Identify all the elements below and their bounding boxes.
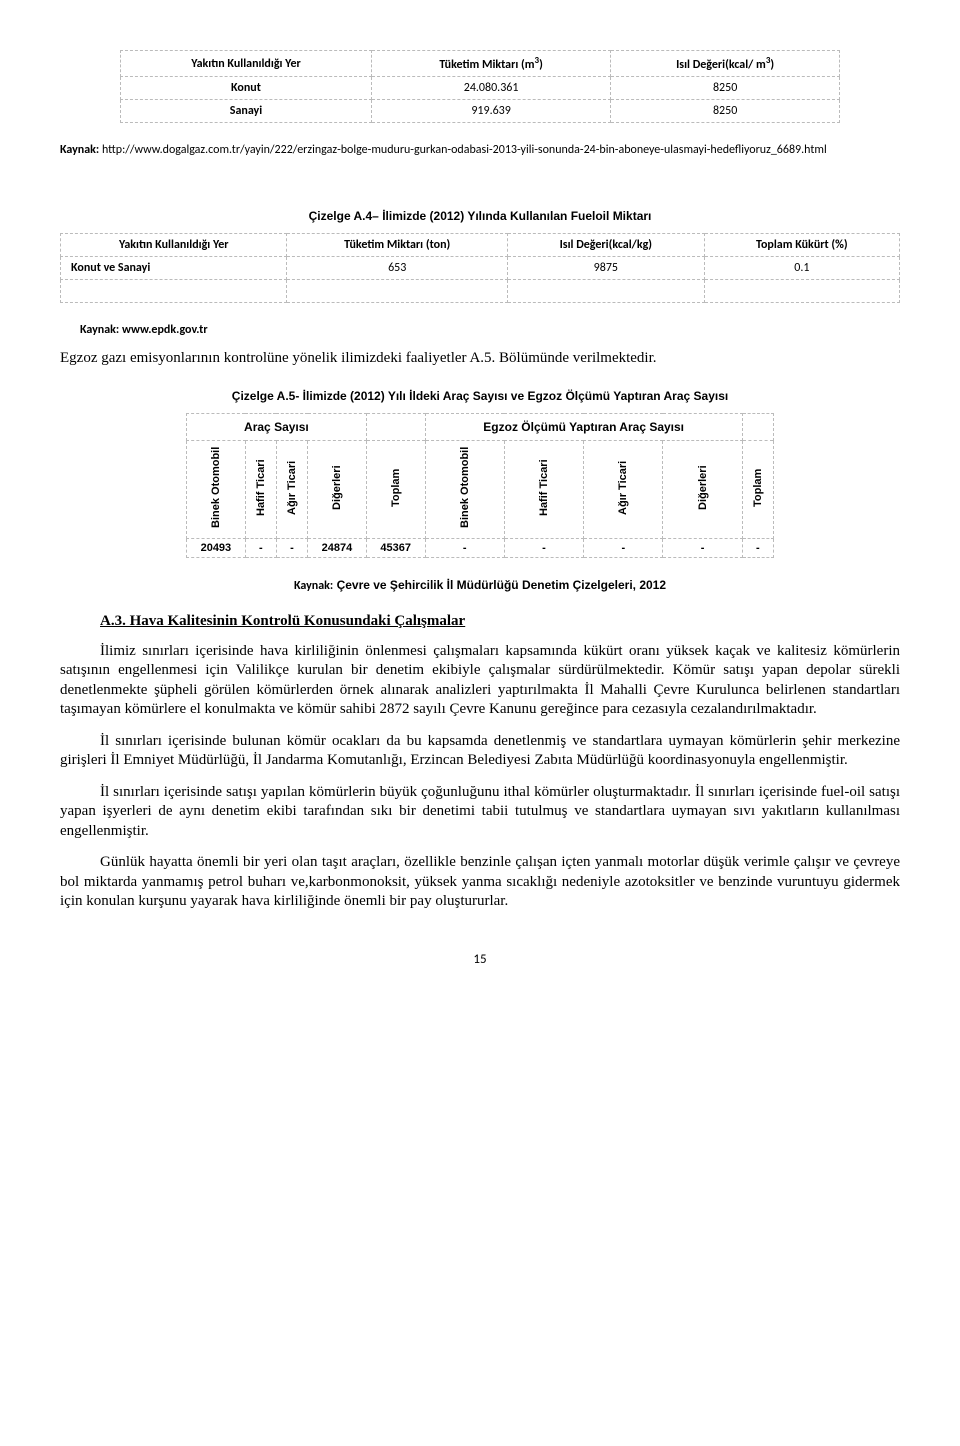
col-header: Ağır Ticari xyxy=(276,440,307,538)
col-header: Hafif Ticari xyxy=(245,440,276,538)
table-header: Isıl Değeri(kcal/ m3) xyxy=(611,51,840,77)
cell: 8250 xyxy=(611,100,840,123)
cell xyxy=(507,280,704,303)
table-row: Konut ve Sanayi 653 9875 0.1 xyxy=(61,257,900,280)
source-epdk: Kaynak: www.epdk.gov.tr xyxy=(80,323,900,337)
group-header-egzoz: Egzoz Ölçümü Yaptıran Araç Sayısı xyxy=(425,413,742,440)
cell: Konut ve Sanayi xyxy=(61,257,287,280)
cell: - xyxy=(276,538,307,557)
caption-a4: Çizelge A.4– İlimizde (2012) Yılında Kul… xyxy=(60,209,900,223)
source-label: Kaynak: xyxy=(60,143,99,157)
table-header: Tüketim Miktarı (m3) xyxy=(371,51,610,77)
paragraph-body: Günlük hayatta önemli bir yeri olan taşı… xyxy=(60,853,900,912)
table-header: Toplam Kükürt (%) xyxy=(704,234,899,257)
page-number: 15 xyxy=(60,952,900,967)
cell xyxy=(704,280,899,303)
paragraph-body: İl sınırları içerisinde bulunan kömür oc… xyxy=(60,732,900,771)
fueloil-table: Yakıtın Kullanıldığı Yer Tüketim Miktarı… xyxy=(60,233,900,303)
cell: 8250 xyxy=(611,77,840,100)
source-line: Kaynak: http://www.dogalgaz.com.tr/yayin… xyxy=(60,143,900,157)
cell: 919.639 xyxy=(371,100,610,123)
cell: - xyxy=(425,538,504,557)
source-vehicle: Kaynak: Çevre ve Şehircilik İl Müdürlüğü… xyxy=(60,578,900,593)
cell: 0.1 xyxy=(704,257,899,280)
cell: - xyxy=(742,538,773,557)
col-header: Hafif Ticari xyxy=(504,440,583,538)
fuel-consumption-table: Yakıtın Kullanıldığı Yer Tüketim Miktarı… xyxy=(120,50,840,123)
table-row: Konut 24.080.361 8250 xyxy=(121,77,840,100)
table-header: Tüketim Miktarı (ton) xyxy=(287,234,507,257)
paragraph-body: İlimiz sınırları içerisinde hava kirlili… xyxy=(60,642,900,720)
table-header: Yakıtın Kullanıldığı Yer xyxy=(121,51,372,77)
table-a-top: Yakıtın Kullanıldığı Yer Tüketim Miktarı… xyxy=(120,50,840,123)
table-row: 20493 - - 24874 45367 - - - - - xyxy=(187,538,774,557)
col-header: Toplam xyxy=(742,440,773,538)
spacer-header xyxy=(366,413,425,440)
spacer-header xyxy=(742,413,773,440)
col-header: Toplam xyxy=(366,440,425,538)
source-label: Kaynak: xyxy=(294,579,333,593)
col-header: Binek Otomobil xyxy=(425,440,504,538)
paragraph-body: İl sınırları içerisinde satışı yapılan k… xyxy=(60,783,900,842)
cell: 20493 xyxy=(187,538,246,557)
cell: Konut xyxy=(121,77,372,100)
col-header: Diğerleri xyxy=(663,440,742,538)
cell: 24874 xyxy=(308,538,367,557)
cell: - xyxy=(663,538,742,557)
col-header: Ağır Ticari xyxy=(584,440,663,538)
cell: - xyxy=(245,538,276,557)
cell: 9875 xyxy=(507,257,704,280)
cell: 45367 xyxy=(366,538,425,557)
source-text: Çevre ve Şehircilik İl Müdürlüğü Denetim… xyxy=(337,578,666,592)
table-a4-wrap: Yakıtın Kullanıldığı Yer Tüketim Miktarı… xyxy=(60,233,900,303)
col-header: Binek Otomobil xyxy=(187,440,246,538)
caption-a5: Çizelge A.5- İlimizde (2012) Yılı İldeki… xyxy=(60,389,900,403)
vehicle-count-table: Araç Sayısı Egzoz Ölçümü Yaptıran Araç S… xyxy=(186,413,774,558)
cell xyxy=(61,280,287,303)
table-row xyxy=(61,280,900,303)
cell: - xyxy=(584,538,663,557)
cell: Sanayi xyxy=(121,100,372,123)
section-a3-title: A.3. Hava Kalitesinin Kontrolü Konusunda… xyxy=(100,613,900,630)
group-header-arac: Araç Sayısı xyxy=(187,413,367,440)
table-header: Yakıtın Kullanıldığı Yer xyxy=(61,234,287,257)
table-row: Sanayi 919.639 8250 xyxy=(121,100,840,123)
cell: 653 xyxy=(287,257,507,280)
paragraph-egzoz-intro: Egzoz gazı emisyonlarının kontrolüne yön… xyxy=(60,349,900,369)
cell: 24.080.361 xyxy=(371,77,610,100)
source-url: http://www.dogalgaz.com.tr/yayin/222/erz… xyxy=(102,143,827,157)
cell xyxy=(287,280,507,303)
table-header: Isıl Değeri(kcal/kg) xyxy=(507,234,704,257)
cell: - xyxy=(504,538,583,557)
col-header: Diğerleri xyxy=(308,440,367,538)
